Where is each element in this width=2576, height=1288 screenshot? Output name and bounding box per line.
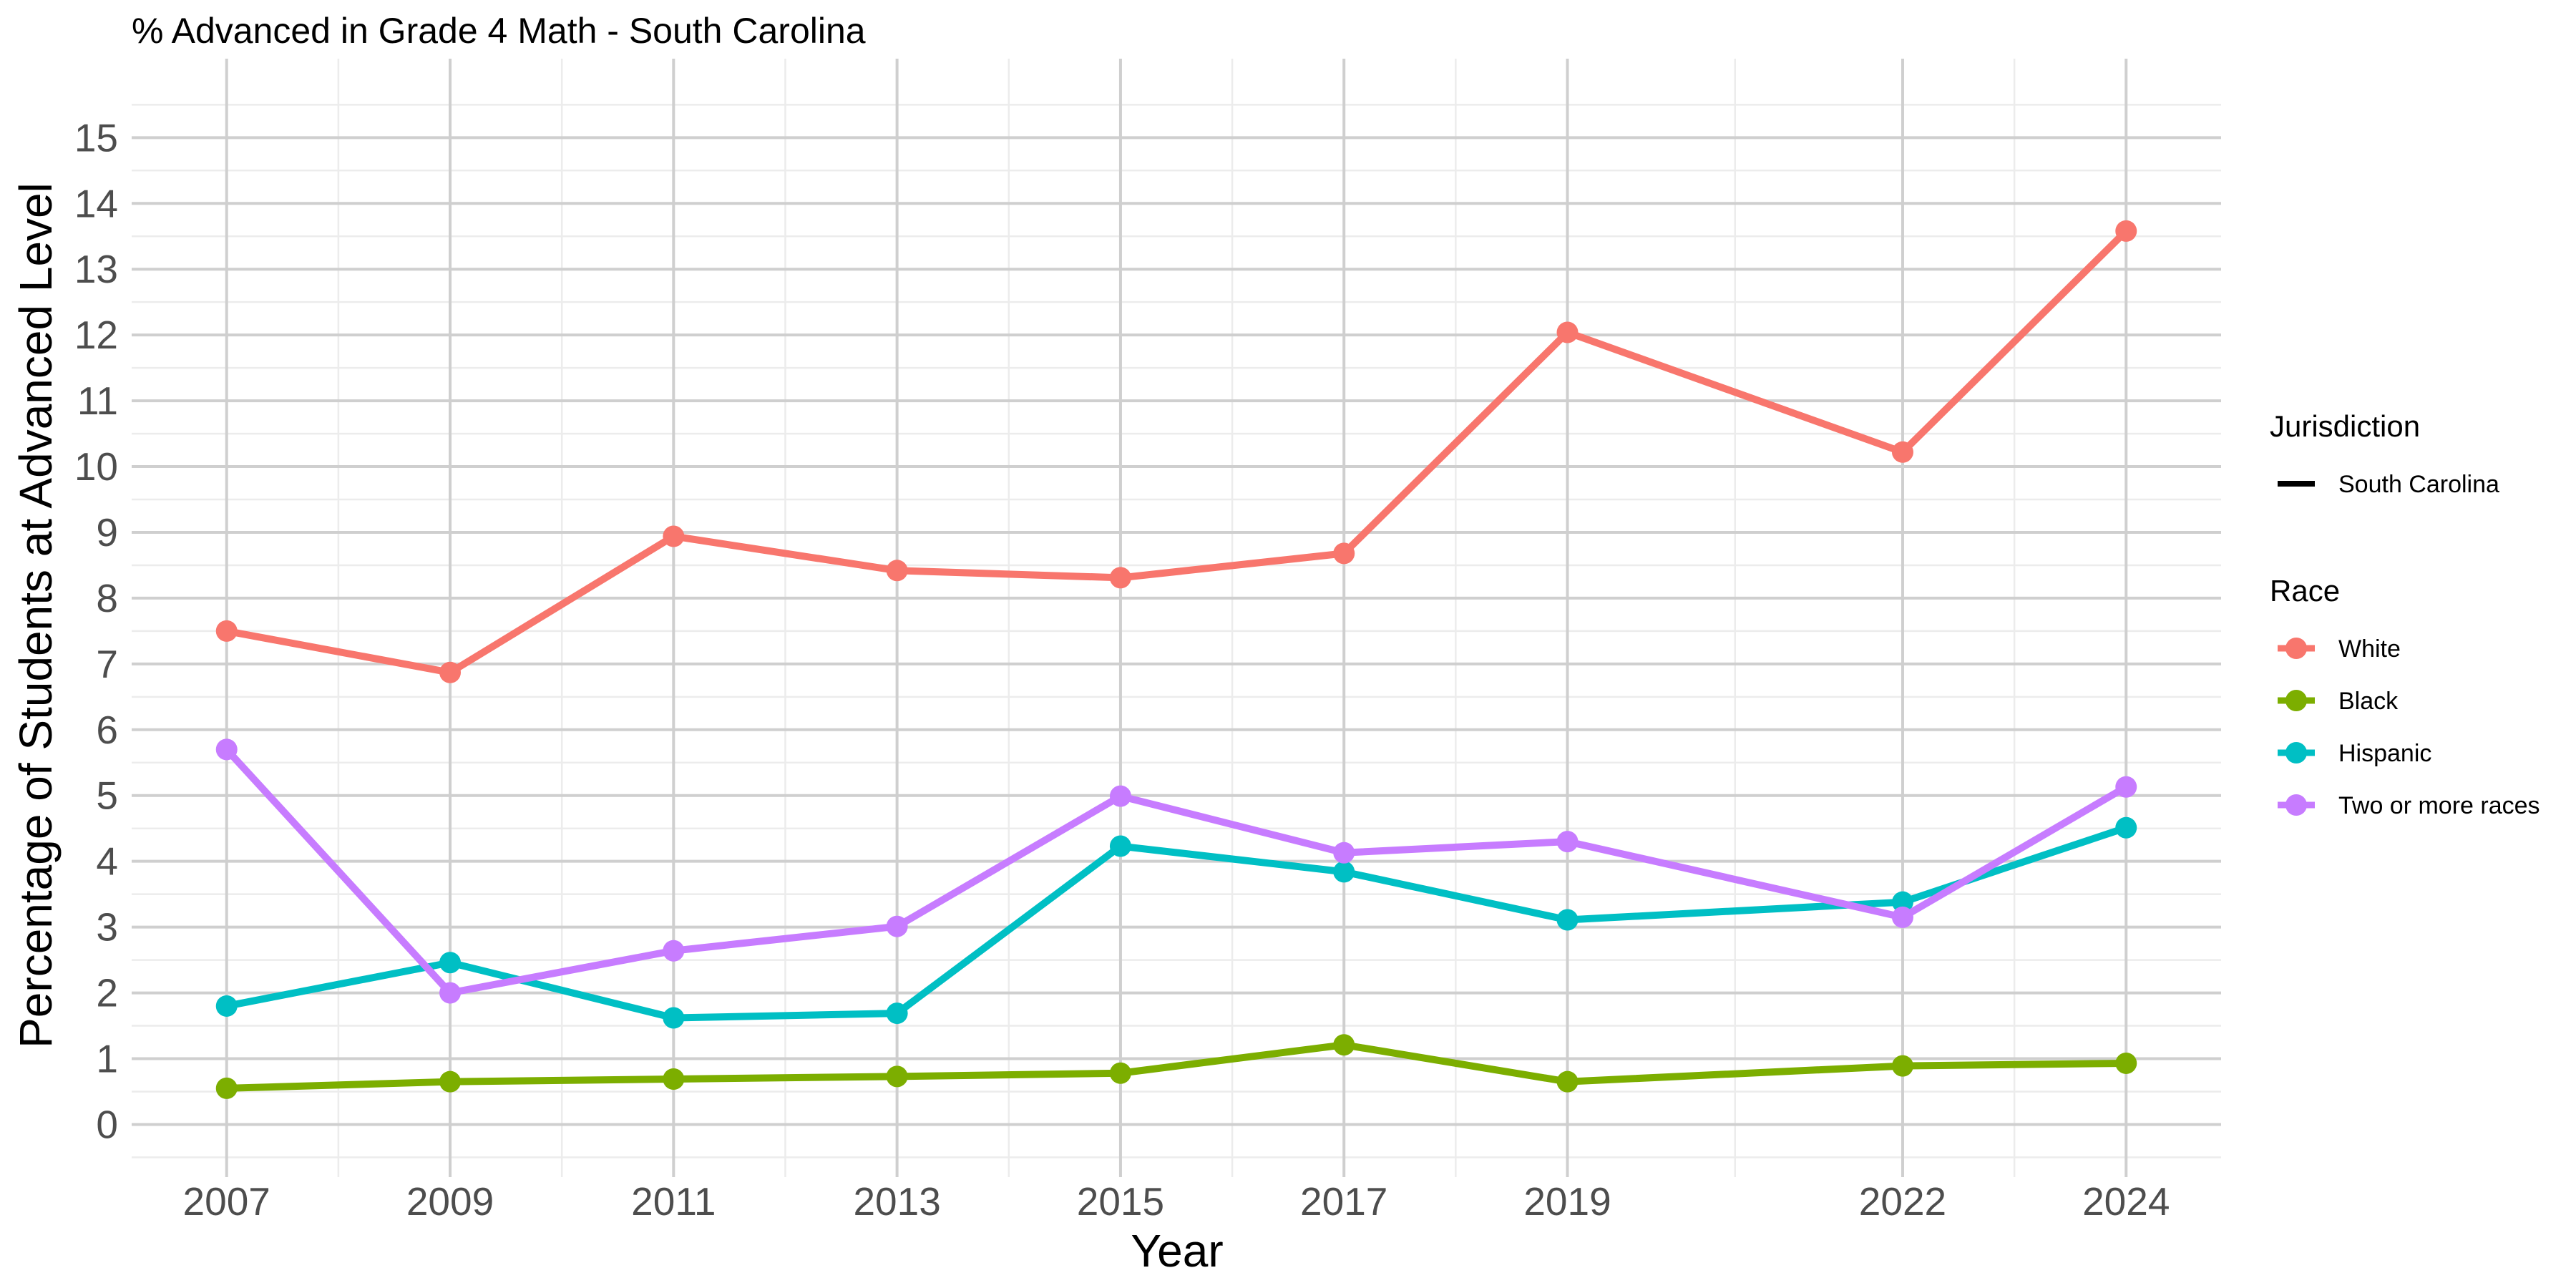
data-point-black: [1891, 1055, 1913, 1077]
data-point-two-or-more-races: [663, 940, 685, 962]
series-layer: [215, 220, 2137, 1099]
data-point-hispanic: [2115, 816, 2137, 839]
y-tick-label: 14: [74, 181, 118, 225]
y-tick-label: 10: [74, 444, 118, 489]
data-point-two-or-more-races: [2115, 776, 2137, 798]
legend-label-south-carolina: South Carolina: [2338, 471, 2499, 498]
series-hispanic: [215, 816, 2137, 1029]
data-point-hispanic: [439, 952, 462, 974]
legend-race-items: White Black Hispanic Two or more races: [2278, 635, 2540, 819]
series-line-black: [226, 1041, 2127, 1092]
data-point-black: [1333, 1034, 1355, 1056]
data-point-hispanic: [663, 1007, 685, 1029]
legend-item-black: Black: [2278, 688, 2399, 715]
data-point-black: [439, 1070, 462, 1093]
y-tick-label: 5: [96, 774, 118, 818]
data-point-hispanic: [1333, 861, 1355, 883]
data-point-hispanic: [1891, 891, 1913, 913]
y-tick-label: 2: [96, 971, 118, 1015]
legend-key-point: [2285, 690, 2307, 711]
chart-title: % Advanced in Grade 4 Math - South Carol…: [132, 11, 866, 51]
legend: Jurisdiction South Carolina Race White Bl…: [2270, 409, 2540, 819]
y-tick-label: 9: [96, 510, 118, 555]
y-tick-label: 8: [96, 576, 118, 620]
x-tick-label: 2007: [183, 1179, 270, 1224]
x-tick-label: 2009: [406, 1179, 494, 1224]
data-point-two-or-more-races: [1891, 906, 1913, 928]
y-tick-label: 13: [74, 247, 118, 291]
data-point-black: [1556, 1070, 1579, 1093]
data-point-two-or-more-races: [1556, 831, 1579, 853]
data-point-two-or-more-races: [1333, 841, 1355, 864]
legend-item-two-or-more-races: Two or more races: [2278, 792, 2540, 819]
legend-label-hispanic: Hispanic: [2338, 740, 2431, 767]
data-point-black: [215, 1077, 238, 1099]
data-point-white: [2115, 220, 2137, 242]
y-tick-label: 11: [77, 379, 118, 423]
legend-title-jurisdiction: Jurisdiction: [2270, 409, 2420, 443]
y-tick-label: 15: [74, 115, 118, 160]
legend-key-point: [2285, 742, 2307, 763]
legend-item-white: White: [2278, 635, 2401, 663]
x-axis-title: Year: [1131, 1225, 1223, 1277]
data-point-white: [439, 661, 462, 683]
data-point-hispanic: [215, 995, 238, 1017]
y-tick-label: 3: [96, 905, 118, 950]
data-point-white: [215, 620, 238, 642]
data-point-two-or-more-races: [215, 738, 238, 761]
x-tick-label: 2024: [2082, 1179, 2170, 1224]
x-tick-label: 2017: [1300, 1179, 1387, 1224]
data-point-black: [886, 1065, 908, 1088]
y-tick-label: 4: [96, 839, 118, 884]
legend-label-white: White: [2338, 635, 2401, 663]
data-point-white: [663, 525, 685, 547]
series-white: [215, 220, 2137, 683]
data-point-white: [1891, 441, 1913, 463]
y-tick-label: 6: [96, 708, 118, 752]
data-point-white: [1109, 567, 1131, 589]
legend-title-race: Race: [2270, 574, 2340, 608]
data-point-white: [1333, 542, 1355, 565]
data-point-hispanic: [886, 1002, 908, 1025]
data-point-two-or-more-races: [886, 915, 908, 937]
x-tick-label: 2019: [1523, 1179, 1611, 1224]
legend-item-south-carolina: South Carolina: [2278, 471, 2499, 498]
legend-label-black: Black: [2338, 688, 2399, 715]
y-tick-label: 0: [96, 1102, 118, 1146]
y-tick-label: 1: [96, 1037, 118, 1081]
x-tick-label: 2015: [1077, 1179, 1164, 1224]
data-point-hispanic: [1109, 835, 1131, 857]
y-tick-label: 7: [96, 642, 118, 686]
data-point-white: [886, 560, 908, 582]
x-tick-label: 2011: [631, 1179, 716, 1224]
data-point-black: [1109, 1062, 1131, 1084]
y-axis-title: Percentage of Students at Advanced Level: [10, 182, 62, 1048]
series-black: [215, 1034, 2137, 1099]
data-point-black: [2115, 1052, 2137, 1074]
x-tick-label: 2022: [1859, 1179, 1946, 1224]
legend-key-point: [2285, 794, 2307, 816]
legend-item-hispanic: Hispanic: [2278, 740, 2431, 767]
series-line-hispanic: [225, 824, 2127, 1022]
legend-label-two-or-more-races: Two or more races: [2338, 792, 2540, 819]
grid: [132, 59, 2221, 1177]
series-line-white: [225, 228, 2129, 676]
y-tick-label: 12: [74, 313, 118, 357]
x-tick-label: 2013: [853, 1179, 940, 1224]
legend-key-point: [2285, 638, 2307, 659]
data-point-two-or-more-races: [1109, 785, 1131, 807]
series-line-two-or-more-races: [224, 747, 2128, 997]
data-point-white: [1556, 321, 1579, 343]
data-point-two-or-more-races: [439, 982, 462, 1004]
data-point-black: [663, 1068, 685, 1091]
series-two-or-more-races: [215, 738, 2137, 1004]
data-point-hispanic: [1556, 909, 1579, 931]
